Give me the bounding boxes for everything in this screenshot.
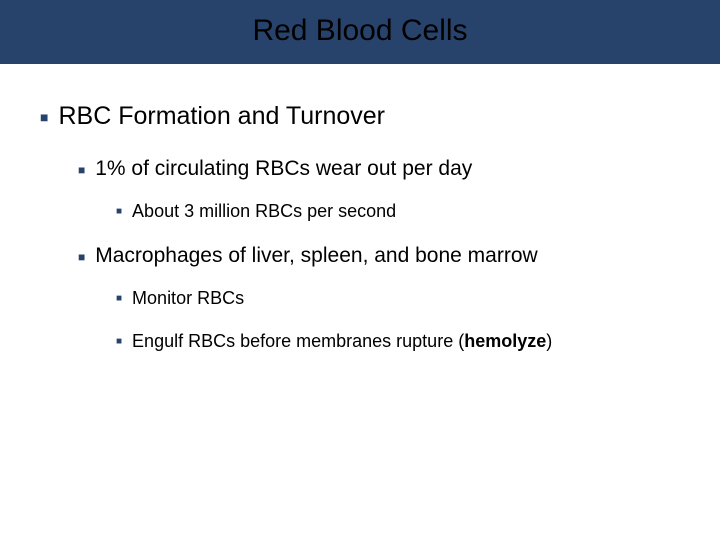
bullet-level3: ■ About 3 million RBCs per second <box>116 201 680 222</box>
bullet-text: Macrophages of liver, spleen, and bone m… <box>95 244 537 268</box>
bullet-text: RBC Formation and Turnover <box>58 102 385 131</box>
bullet-level2: ■ 1% of circulating RBCs wear out per da… <box>78 157 680 181</box>
bullet-text: Engulf RBCs before membranes rupture (he… <box>132 331 552 352</box>
bullet-text: Monitor RBCs <box>132 288 244 309</box>
text-fragment: Engulf RBCs before membranes rupture ( <box>132 331 464 351</box>
square-bullet-icon: ■ <box>40 110 48 124</box>
slide-title: Red Blood Cells <box>252 14 467 47</box>
text-fragment: ) <box>546 331 552 351</box>
bullet-level3: ■ Monitor RBCs <box>116 288 680 309</box>
square-bullet-icon: ■ <box>116 337 122 347</box>
square-bullet-icon: ■ <box>116 207 122 217</box>
bullet-level3: ■ Engulf RBCs before membranes rupture (… <box>116 331 680 352</box>
title-bar: Red Blood Cells <box>0 0 720 64</box>
square-bullet-icon: ■ <box>116 294 122 304</box>
slide-body: ■ RBC Formation and Turnover ■ 1% of cir… <box>0 64 720 352</box>
bullet-level2: ■ Macrophages of liver, spleen, and bone… <box>78 244 680 268</box>
bullet-text: 1% of circulating RBCs wear out per day <box>95 157 472 181</box>
bold-term: hemolyze <box>464 331 546 351</box>
bullet-level1: ■ RBC Formation and Turnover <box>40 102 680 131</box>
square-bullet-icon: ■ <box>78 251 85 263</box>
bullet-text: About 3 million RBCs per second <box>132 201 396 222</box>
square-bullet-icon: ■ <box>78 164 85 176</box>
